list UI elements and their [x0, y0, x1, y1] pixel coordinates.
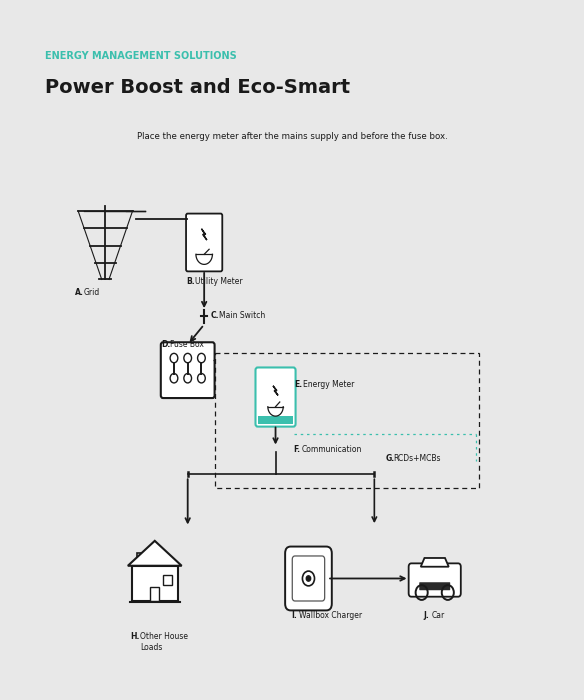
Bar	[258, 416, 293, 424]
Text: G.: G.	[385, 454, 394, 463]
Polygon shape	[201, 229, 207, 240]
Circle shape	[306, 576, 311, 581]
Polygon shape	[128, 541, 182, 566]
Text: Utility Meter: Utility Meter	[195, 277, 242, 286]
Polygon shape	[273, 386, 278, 396]
Text: ENERGY MANAGEMENT SOLUTIONS: ENERGY MANAGEMENT SOLUTIONS	[45, 51, 237, 61]
Text: Power Boost and Eco-Smart: Power Boost and Eco-Smart	[45, 78, 350, 97]
Bar	[163, 575, 172, 585]
FancyBboxPatch shape	[285, 547, 332, 610]
Bar	[137, 552, 143, 566]
FancyBboxPatch shape	[255, 368, 296, 426]
Text: B.: B.	[187, 277, 195, 286]
Text: Energy Meter: Energy Meter	[303, 380, 354, 389]
Text: Fuse Box: Fuse Box	[169, 340, 203, 349]
Text: Other House
Loads: Other House Loads	[140, 632, 188, 652]
FancyBboxPatch shape	[161, 342, 214, 398]
Text: E.: E.	[295, 380, 303, 389]
Text: Grid: Grid	[84, 288, 100, 298]
Text: H.: H.	[130, 632, 140, 641]
Text: Main Switch: Main Switch	[219, 311, 265, 320]
Text: A.: A.	[75, 288, 84, 298]
Text: Car: Car	[432, 610, 445, 620]
FancyBboxPatch shape	[419, 582, 450, 590]
Bar	[215, 354, 479, 488]
FancyBboxPatch shape	[292, 556, 325, 601]
Polygon shape	[420, 558, 449, 567]
FancyBboxPatch shape	[186, 214, 223, 272]
FancyBboxPatch shape	[409, 564, 461, 596]
Text: RCDs+MCBs: RCDs+MCBs	[394, 454, 441, 463]
Text: D.: D.	[161, 340, 171, 349]
Text: I.: I.	[291, 610, 297, 620]
Bar	[150, 587, 159, 601]
Bar	[132, 566, 178, 601]
Text: C.: C.	[211, 311, 219, 320]
Text: F.: F.	[293, 445, 300, 454]
Text: J.: J.	[424, 610, 429, 620]
Text: Wallbox Charger: Wallbox Charger	[299, 610, 362, 620]
Text: Communication: Communication	[301, 445, 361, 454]
Text: Place the energy meter after the mains supply and before the fuse box.: Place the energy meter after the mains s…	[137, 132, 447, 141]
